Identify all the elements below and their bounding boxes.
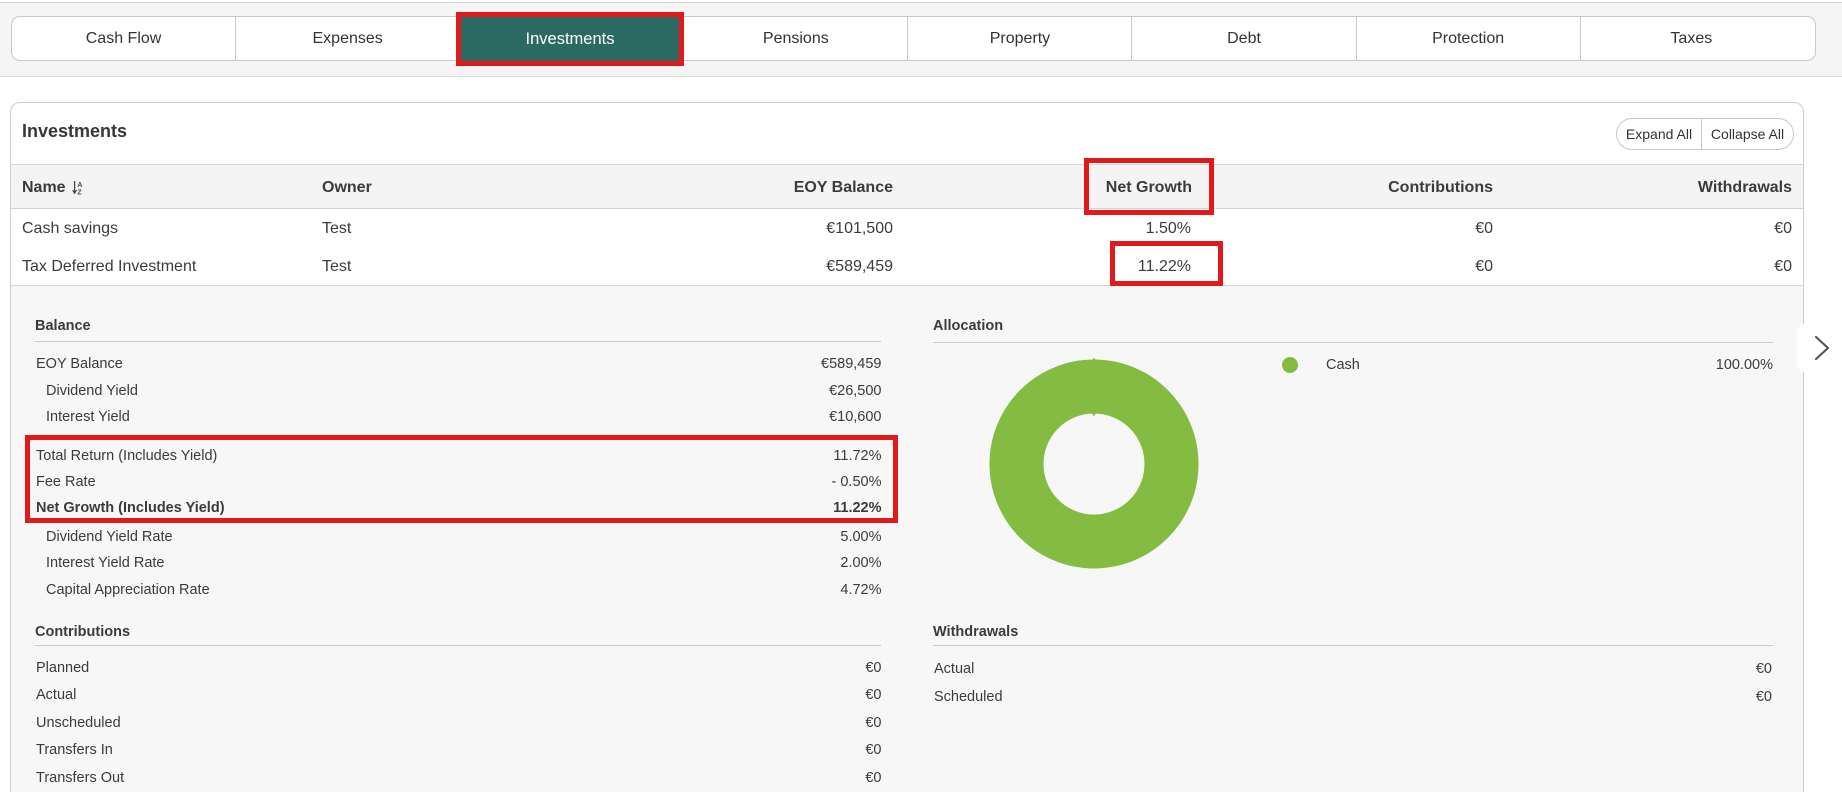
svg-text:Z: Z <box>77 190 82 197</box>
svg-text:A: A <box>77 182 82 189</box>
